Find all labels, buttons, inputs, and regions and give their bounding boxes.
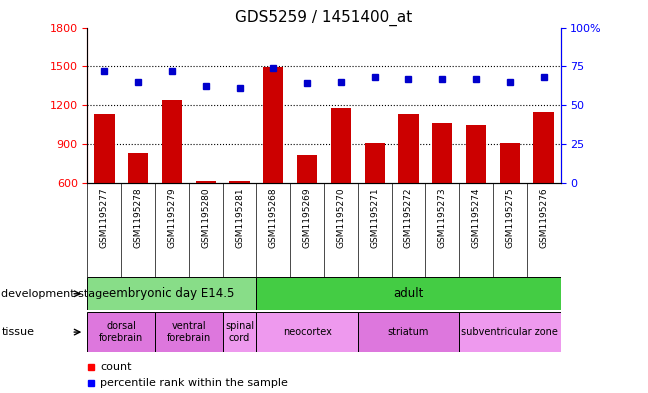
Bar <box>94 114 115 183</box>
Text: GSM1195278: GSM1195278 <box>133 187 143 248</box>
Text: tissue: tissue <box>1 327 34 337</box>
Bar <box>533 112 554 183</box>
Text: GSM1195271: GSM1195271 <box>370 187 379 248</box>
Bar <box>229 181 249 183</box>
Text: GSM1195276: GSM1195276 <box>539 187 548 248</box>
Text: GSM1195279: GSM1195279 <box>167 187 176 248</box>
Text: spinal
cord: spinal cord <box>225 321 254 343</box>
Text: embryonic day E14.5: embryonic day E14.5 <box>110 287 235 300</box>
Text: GSM1195281: GSM1195281 <box>235 187 244 248</box>
Bar <box>500 143 520 183</box>
Bar <box>399 114 419 183</box>
Bar <box>196 182 216 183</box>
Text: GDS5259 / 1451400_at: GDS5259 / 1451400_at <box>235 9 413 26</box>
Text: development stage: development stage <box>1 289 110 299</box>
Text: percentile rank within the sample: percentile rank within the sample <box>100 378 288 388</box>
Text: striatum: striatum <box>388 327 429 337</box>
Bar <box>87 277 257 310</box>
Text: count: count <box>100 362 132 373</box>
Bar <box>263 67 283 183</box>
Bar <box>432 123 452 183</box>
Text: GSM1195273: GSM1195273 <box>438 187 446 248</box>
Bar <box>257 277 561 310</box>
Text: subventricular zone: subventricular zone <box>461 327 559 337</box>
Text: neocortex: neocortex <box>283 327 332 337</box>
Bar <box>155 312 223 352</box>
Text: dorsal
forebrain: dorsal forebrain <box>99 321 143 343</box>
Bar <box>128 153 148 183</box>
Bar <box>257 312 358 352</box>
Bar <box>365 143 385 183</box>
Text: ventral
forebrain: ventral forebrain <box>167 321 211 343</box>
Bar <box>162 100 182 183</box>
Text: GSM1195270: GSM1195270 <box>336 187 345 248</box>
Bar <box>466 125 486 183</box>
Text: GSM1195268: GSM1195268 <box>269 187 278 248</box>
Bar <box>459 312 561 352</box>
Text: adult: adult <box>393 287 424 300</box>
Bar <box>330 108 351 183</box>
Text: GSM1195274: GSM1195274 <box>472 187 481 248</box>
Text: GSM1195272: GSM1195272 <box>404 187 413 248</box>
Bar <box>297 155 318 183</box>
Text: GSM1195280: GSM1195280 <box>202 187 210 248</box>
Text: GSM1195275: GSM1195275 <box>505 187 515 248</box>
Text: GSM1195277: GSM1195277 <box>100 187 109 248</box>
Text: GSM1195269: GSM1195269 <box>303 187 312 248</box>
Bar <box>223 312 257 352</box>
Bar <box>87 312 155 352</box>
Bar <box>358 312 459 352</box>
